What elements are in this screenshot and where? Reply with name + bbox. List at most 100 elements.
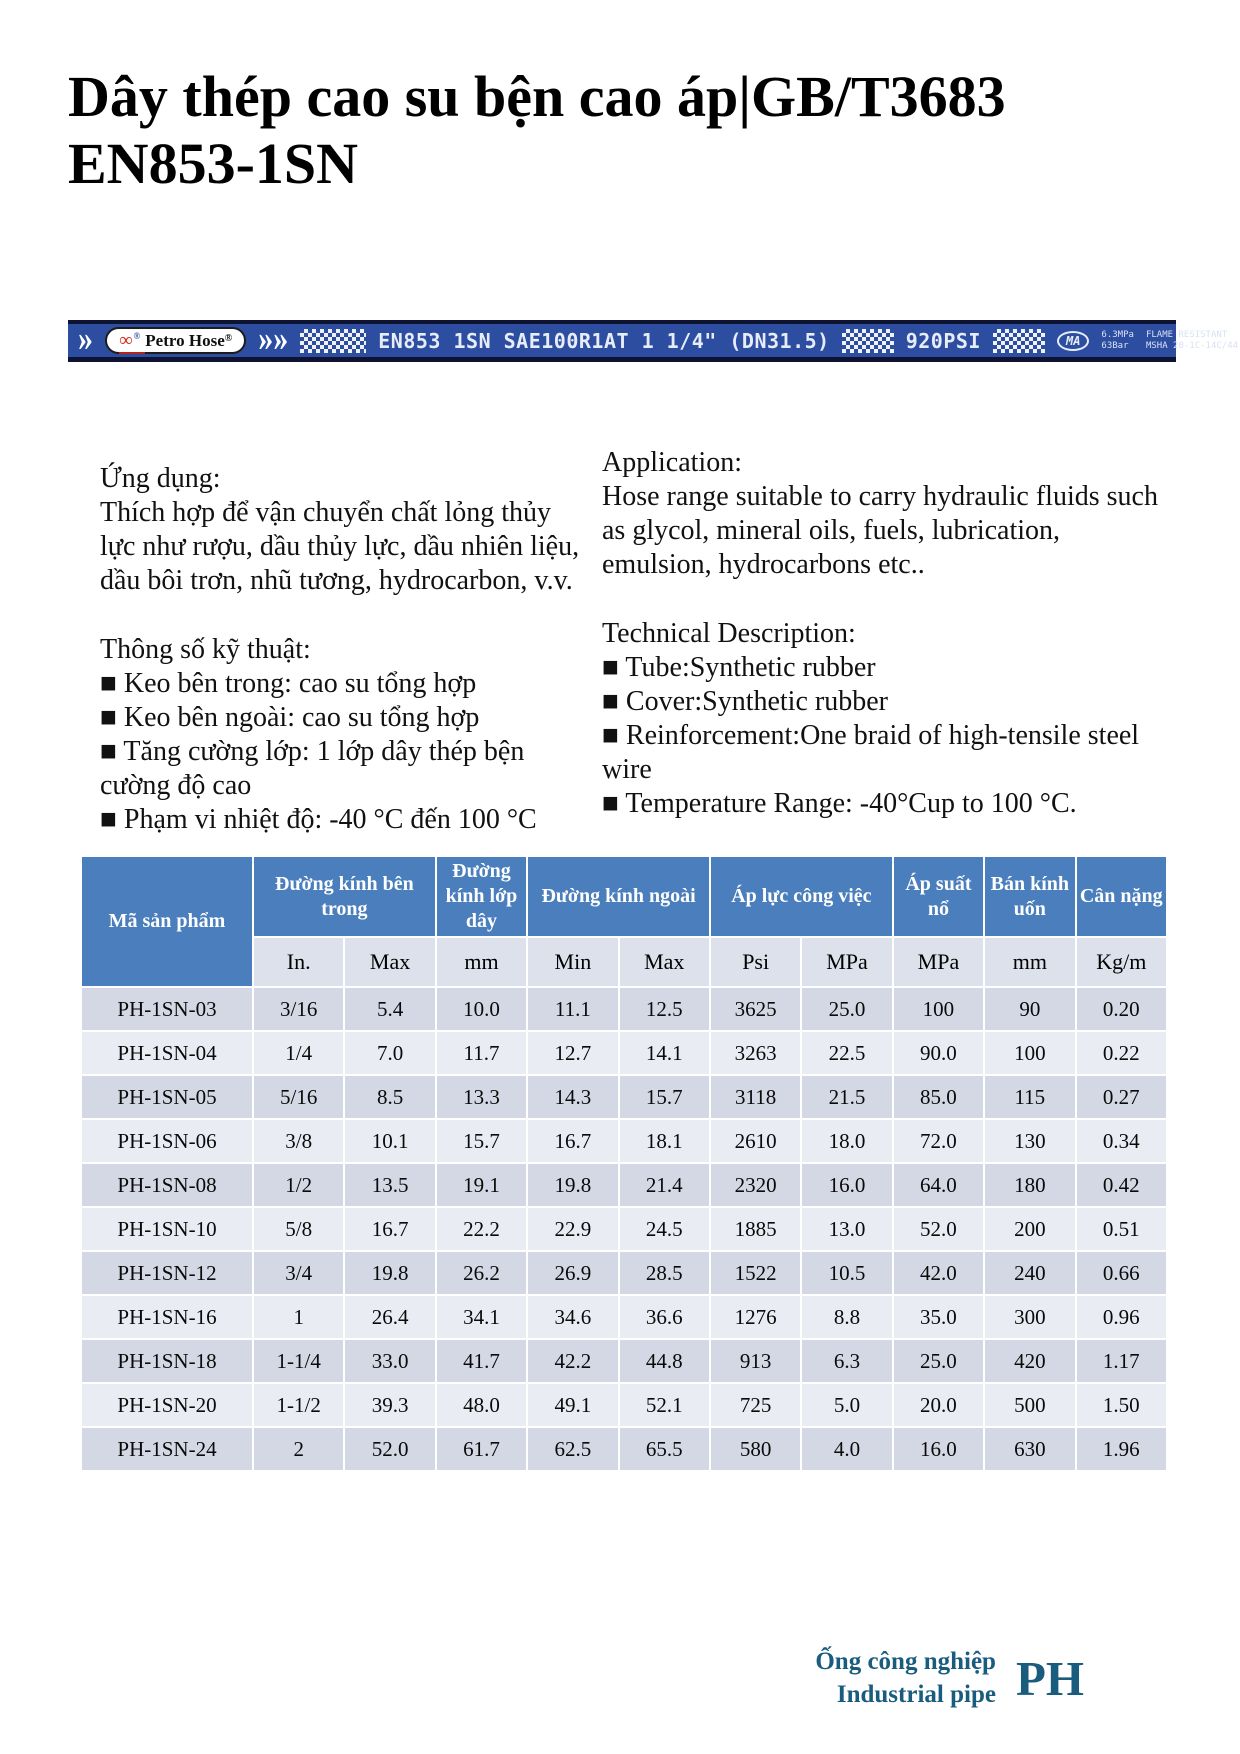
spec-value-cell: 3/4 <box>251 1250 346 1296</box>
spec-value-cell: 4.0 <box>800 1426 894 1472</box>
spec-value-cell: 1.17 <box>1074 1338 1169 1384</box>
column-header-group: Cân nặng <box>1074 855 1169 938</box>
spec-value-cell: 0.20 <box>1074 986 1169 1032</box>
spec-value-cell: 52.0 <box>891 1206 986 1252</box>
spec-table: Mã sản phẩm Đường kính bên trong Đường kín… <box>80 855 1169 1472</box>
bullet-item: ■ Keo bên ngoài: cao su tổng hợp <box>100 701 480 733</box>
product-code-cell: PH-1SN-12 <box>80 1250 254 1296</box>
spec-value-cell: 0.22 <box>1074 1030 1169 1076</box>
footer-line-en: Industrial pipe <box>836 1680 996 1708</box>
spec-value-cell: 3118 <box>708 1074 803 1120</box>
product-code-cell: PH-1SN-06 <box>80 1118 254 1164</box>
spec-value-cell: 42.0 <box>891 1250 986 1296</box>
spec-value-cell: 52.1 <box>617 1382 711 1428</box>
spec-value-cell: 1-1/2 <box>251 1382 346 1428</box>
spec-value-cell: 1-1/4 <box>251 1338 346 1384</box>
spec-value-cell: 240 <box>983 1250 1077 1296</box>
spec-table-body: PH-1SN-03 3/16 5.4 10.0 11.1 12.5 3625 25.0 100 9… <box>80 986 1169 1472</box>
application-text-en: Hose range suitable to carry hydraulic f… <box>602 481 1158 581</box>
table-row: PH-1SN-05 5/16 8.5 13.3 14.3 15.7 3118 21.5 85.0… <box>80 1074 1169 1120</box>
spec-value-cell: 44.8 <box>617 1338 711 1384</box>
product-code-cell: PH-1SN-20 <box>80 1382 254 1428</box>
brand-name: Petro Hose® <box>145 330 233 350</box>
spec-value-cell: 500 <box>983 1382 1077 1428</box>
product-code-cell: PH-1SN-04 <box>80 1030 254 1076</box>
spec-value-cell: 85.0 <box>891 1074 986 1120</box>
table-row: PH-1SN-20 1-1/2 39.3 48.0 49.1 52.1 725 5.0 20.0… <box>80 1382 1169 1428</box>
spec-value-cell: 39.3 <box>343 1382 437 1428</box>
application-text-vi: Thích hợp để vận chuyển chất lỏng thủy l… <box>100 497 580 597</box>
chevron-right-icon: » <box>78 317 93 359</box>
spec-value-cell: 13.5 <box>343 1162 437 1208</box>
spec-value-cell: 48.0 <box>434 1382 529 1428</box>
footer-tagline: Ống công nghiệp Industrial pipe <box>815 1646 996 1711</box>
bullet-item: ■ Tube:Synthetic rubber <box>602 651 876 683</box>
spec-value-cell: 0.34 <box>1074 1118 1169 1164</box>
spec-value-cell: 28.5 <box>617 1250 711 1296</box>
spec-value-cell: 2320 <box>708 1162 803 1208</box>
ph-logo: PH <box>1015 1651 1084 1706</box>
vietnamese-column: Ứng dụng: Thích hợp để vận chuyển chất l… <box>100 446 582 838</box>
product-code-cell: PH-1SN-03 <box>80 986 254 1032</box>
spec-value-cell: 19.1 <box>434 1162 529 1208</box>
spec-value-cell: 33.0 <box>343 1338 437 1384</box>
spec-value-cell: 25.0 <box>800 986 894 1032</box>
spec-value-cell: 630 <box>983 1426 1077 1472</box>
spec-value-cell: 1/2 <box>251 1162 346 1208</box>
spec-value-cell: 10.0 <box>434 986 529 1032</box>
spec-value-cell: 180 <box>983 1162 1077 1208</box>
spec-value-cell: 90.0 <box>891 1030 986 1076</box>
spec-value-cell: 22.9 <box>526 1206 620 1252</box>
spec-value-cell: 16.0 <box>891 1426 986 1472</box>
spec-value-cell: 21.5 <box>800 1074 894 1120</box>
table-row: PH-1SN-18 1-1/4 33.0 41.7 42.2 44.8 913 6.3 25.0… <box>80 1338 1169 1384</box>
spec-value-cell: 16.0 <box>800 1162 894 1208</box>
checker-pattern-icon <box>841 328 894 353</box>
spec-value-cell: 5/16 <box>251 1074 346 1120</box>
spec-value-cell: 13.0 <box>800 1206 894 1252</box>
chevron-right-icon: »» <box>258 317 289 359</box>
table-row: PH-1SN-16 1 26.4 34.1 34.6 36.6 1276 8.8 35.0 300… <box>80 1294 1169 1340</box>
spec-value-cell: 25.0 <box>891 1338 986 1384</box>
petro-hose-logo-icon: ∞® <box>119 331 145 354</box>
column-header-group: Áp lực công việc <box>708 855 894 938</box>
bullet-item: ■ Phạm vi nhiệt độ: -40 °C đến 100 °C <box>100 804 537 836</box>
column-subheader-unit: Psi <box>708 936 803 988</box>
spec-value-cell: 41.7 <box>434 1338 529 1384</box>
bullet-item: ■ Cover:Synthetic rubber <box>602 685 888 717</box>
table-row: PH-1SN-24 2 52.0 61.7 62.5 65.5 580 4.0 16.0 630 1… <box>80 1426 1169 1472</box>
hose-print-spec: EN853 1SN SAE100R1AT 1 1/4" (DN31.5) <box>378 328 830 353</box>
table-row: PH-1SN-04 1/4 7.0 11.7 12.7 14.1 3263 22.5 90.0 1… <box>80 1030 1169 1076</box>
spec-value-cell: 10.1 <box>343 1118 437 1164</box>
spec-value-cell: 0.27 <box>1074 1074 1169 1120</box>
spec-value-cell: 1.96 <box>1074 1426 1169 1472</box>
spec-value-cell: 3263 <box>708 1030 803 1076</box>
bullet-item: ■ Tăng cường lớp: 1 lớp dây thép bện cườ… <box>100 736 525 802</box>
spec-value-cell: 2610 <box>708 1118 803 1164</box>
page-title-line2: EN853-1SN <box>68 130 359 196</box>
spec-value-cell: 49.1 <box>526 1382 620 1428</box>
spec-value-cell: 3/8 <box>251 1118 346 1164</box>
spec-value-cell: 1885 <box>708 1206 803 1252</box>
spec-value-cell: 20.0 <box>891 1382 986 1428</box>
spec-value-cell: 1.50 <box>1074 1382 1169 1428</box>
spec-value-cell: 913 <box>708 1338 803 1384</box>
spec-value-cell: 8.8 <box>800 1294 894 1340</box>
flame-resistant-text: FLAME RESISTANT MSHA 20-1C-14C/44 <box>1145 330 1239 351</box>
spec-value-cell: 1/4 <box>251 1030 346 1076</box>
column-subheader-unit: MPa <box>800 936 894 988</box>
footer-line-vi: Ống công nghiệp <box>815 1648 996 1675</box>
spec-value-cell: 10.5 <box>800 1250 894 1296</box>
bullet-item: ■ Reinforcement:One braid of high-tensil… <box>602 720 1140 786</box>
spec-value-cell: 34.6 <box>526 1294 620 1340</box>
spec-value-cell: 65.5 <box>617 1426 711 1472</box>
column-header-group: Bán kính uốn <box>983 855 1077 938</box>
spec-value-cell: 22.2 <box>434 1206 529 1252</box>
spec-value-cell: 7.0 <box>343 1030 437 1076</box>
spec-value-cell: 16.7 <box>343 1206 437 1252</box>
spec-value-cell: 35.0 <box>891 1294 986 1340</box>
spec-value-cell: 100 <box>891 986 986 1032</box>
spec-value-cell: 24.5 <box>617 1206 711 1252</box>
technical-bullets-en: ■ Tube:Synthetic rubber ■ Cover:Synthetic… <box>602 651 1168 822</box>
spec-value-cell: 580 <box>708 1426 803 1472</box>
